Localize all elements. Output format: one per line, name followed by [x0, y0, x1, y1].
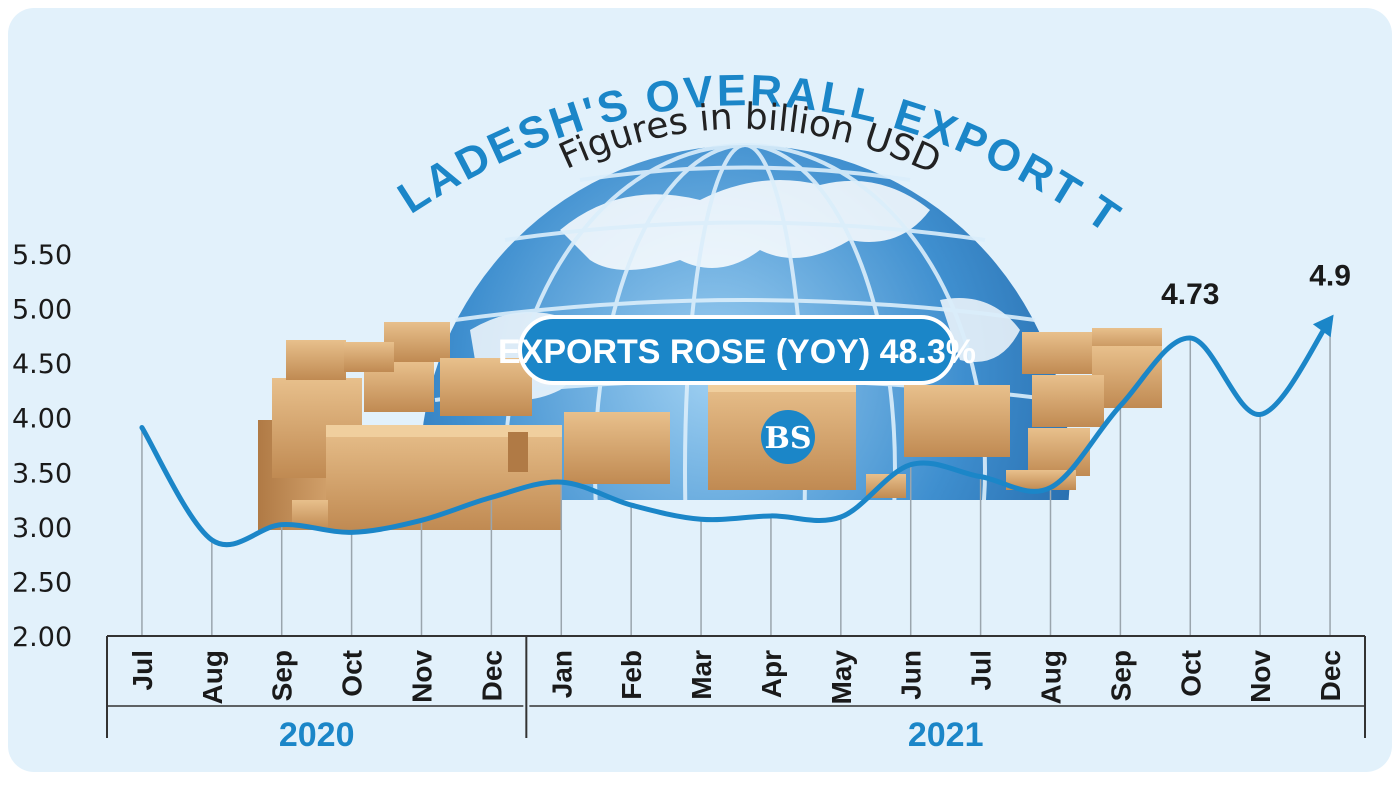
series-line — [139, 316, 1333, 548]
x-tick-label: Jun — [896, 650, 927, 700]
callout-badge — [518, 315, 956, 385]
x-tick-label: Mar — [686, 650, 717, 700]
y-tick-label: 3.50 — [12, 458, 72, 489]
x-tick-label: Sep — [1105, 650, 1136, 701]
x-tick-label: Nov — [407, 650, 438, 703]
x-tick-label: Feb — [616, 650, 647, 700]
bs-logo — [761, 410, 815, 464]
callout-text: EXPORTS ROSE (YOY) 48.3% — [498, 333, 976, 371]
x-tick-label: Jan — [546, 650, 577, 698]
x-tick-label: Nov — [1245, 650, 1276, 703]
y-tick-label: 2.00 — [12, 622, 72, 653]
y-tick-label: 4.50 — [12, 349, 72, 380]
x-tick-label: Oct — [337, 650, 368, 697]
x-tick-label: May — [826, 650, 857, 705]
x-tick-label: Jul — [966, 650, 997, 690]
y-tick-label: 5.50 — [12, 240, 72, 271]
data-label: 4.73 — [1161, 278, 1219, 311]
data-label: 4.9 — [1309, 259, 1351, 292]
y-tick-label: 2.50 — [12, 567, 72, 598]
y-tick-label: 3.00 — [12, 513, 72, 544]
x-tick-label: Aug — [1036, 650, 1067, 704]
x-tick-label: Apr — [756, 650, 787, 698]
x-tick-label: Sep — [267, 650, 298, 701]
y-tick-label: 4.00 — [12, 404, 72, 435]
year-label: 2021 — [908, 716, 984, 754]
year-label: 2020 — [279, 716, 355, 754]
arrow-head-icon — [1312, 314, 1334, 338]
x-tick-label: Aug — [197, 650, 228, 704]
x-tick-label: Oct — [1175, 650, 1206, 697]
bs-logo-letters: BS — [764, 421, 811, 456]
x-tick-label: Dec — [476, 650, 507, 701]
x-tick-label: Jul — [127, 650, 158, 690]
x-tick-label: Dec — [1315, 650, 1346, 701]
y-tick-label: 5.00 — [12, 295, 72, 326]
